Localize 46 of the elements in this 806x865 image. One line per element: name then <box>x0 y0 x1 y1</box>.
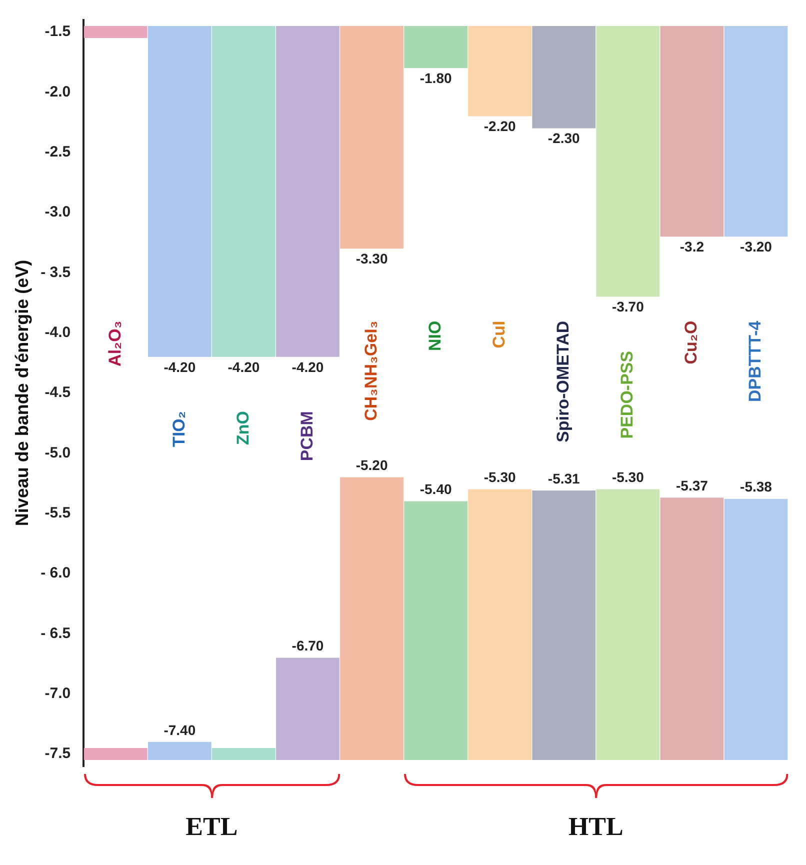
y-tick-label: - 3.5 <box>40 264 71 281</box>
x-tick-label: Al₂O₃ <box>105 320 124 366</box>
y-tick-label: -7.5 <box>44 745 71 762</box>
data-label: -5.31 <box>548 470 580 486</box>
data-label: -4.20 <box>228 358 260 375</box>
y-tick-label: -5.0 <box>44 444 71 462</box>
data-label: -6.70 <box>292 638 324 654</box>
y-tick-label: -5.5 <box>44 504 71 522</box>
x-tick-label: CH₃NH₃GeI₃ <box>361 320 380 421</box>
data-label: -3.2 <box>680 238 704 254</box>
x-tick-label: NIO <box>425 320 444 352</box>
data-label: -2.20 <box>484 118 516 134</box>
x-tick-label: PCBM <box>297 411 316 462</box>
data-label: -5.30 <box>484 469 516 486</box>
data-label: -5.30 <box>612 469 644 486</box>
y-tick-label: -2.5 <box>44 143 71 160</box>
y-tick-label: - 6.5 <box>40 624 71 642</box>
data-label: -3.20 <box>740 238 772 254</box>
x-tick-label: Spiro-OMETAD <box>554 320 573 442</box>
data-label: -3.70 <box>612 298 644 315</box>
data-label: -5.40 <box>420 481 452 498</box>
y-tick-label: -2.0 <box>44 83 71 100</box>
y-tick-label: - 6.0 <box>40 564 71 582</box>
x-tick-label: CuI <box>490 320 509 348</box>
y-tick-label: -3.0 <box>44 204 71 221</box>
data-label: -5.38 <box>740 478 772 495</box>
y-axis-title: Niveau de bande d'énergie (eV) <box>12 260 32 526</box>
data-label: -2.30 <box>548 130 580 146</box>
x-tick-label: DPBTTT-4 <box>746 320 765 402</box>
data-label: -4.20 <box>292 358 324 375</box>
y-tick-label: -7.0 <box>44 684 71 702</box>
y-tick-label: -1.5 <box>44 23 71 40</box>
text: ETL <box>184 812 239 842</box>
x-tick-label: ZnO <box>233 411 252 446</box>
x-tick-label: Cu₂O <box>682 320 701 364</box>
data-label: -4.20 <box>164 358 196 375</box>
data-label: -7.40 <box>164 722 196 738</box>
y-tick-label: -4.0 <box>44 324 71 341</box>
x-tick-label: TIO₂ <box>169 411 188 447</box>
data-label: -5.37 <box>676 478 708 494</box>
data-label: -5.20 <box>356 457 388 474</box>
data-label: -3.30 <box>356 250 388 266</box>
x-tick-label: PEDO-PSS <box>618 350 637 439</box>
y-tick-label: -4.5 <box>44 384 71 402</box>
text: HTL <box>567 812 624 842</box>
data-label: -1.80 <box>420 70 452 86</box>
